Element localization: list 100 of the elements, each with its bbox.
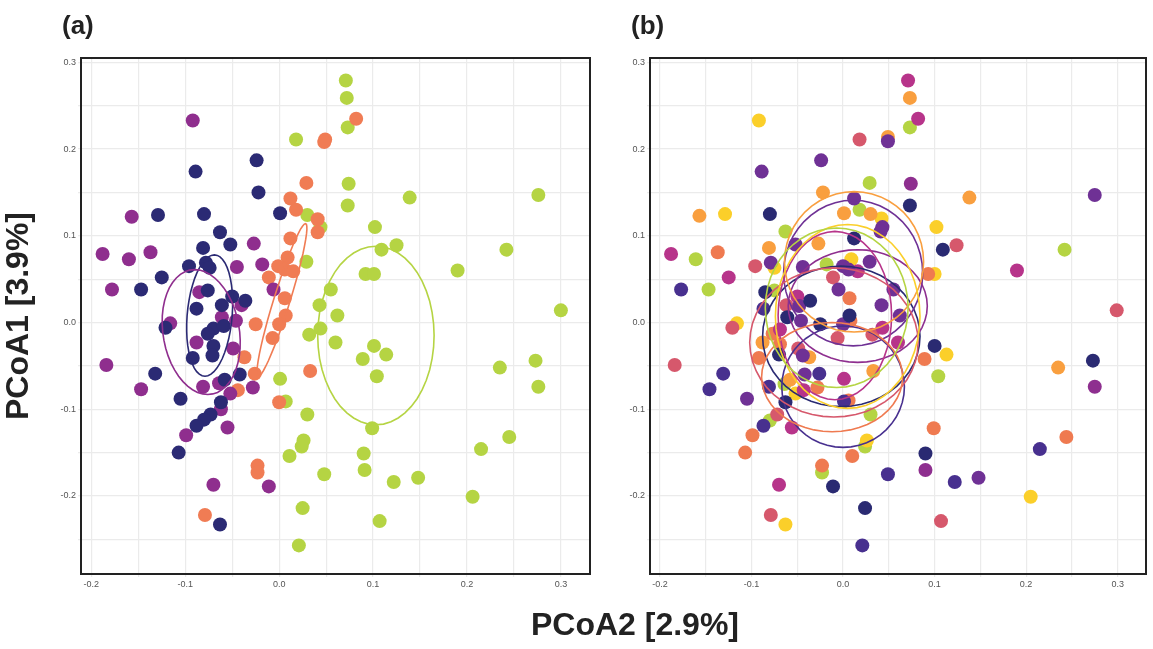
point — [465, 489, 480, 504]
point — [196, 379, 211, 394]
point — [862, 175, 877, 190]
point — [842, 308, 857, 323]
point — [294, 439, 309, 454]
y-tick-label: 0.1 — [632, 230, 645, 241]
point — [748, 259, 763, 274]
point — [189, 335, 204, 350]
point — [367, 338, 381, 353]
point — [99, 358, 114, 372]
point — [283, 191, 298, 206]
point — [450, 263, 465, 278]
point — [852, 132, 867, 147]
point — [939, 347, 954, 362]
point — [962, 190, 977, 205]
point — [303, 364, 318, 379]
y-tick-label: -0.2 — [629, 490, 645, 501]
point — [492, 360, 507, 375]
y-tick-label: 0.0 — [632, 316, 645, 327]
x-tick-label: -0.1 — [743, 578, 760, 589]
point — [778, 224, 793, 239]
point — [934, 514, 949, 529]
x-tick-label: 0.0 — [836, 578, 850, 589]
point — [402, 190, 417, 205]
point — [282, 449, 297, 464]
point — [338, 73, 353, 88]
point — [664, 246, 679, 261]
point — [814, 153, 829, 168]
point — [762, 207, 777, 222]
point — [386, 475, 401, 490]
point — [721, 270, 736, 285]
point — [216, 318, 231, 333]
point — [189, 418, 204, 433]
point — [185, 113, 200, 128]
point — [531, 379, 546, 394]
point — [367, 220, 382, 235]
point — [357, 462, 372, 477]
x-tick-label: 0.1 — [928, 578, 941, 589]
point — [295, 501, 310, 516]
point — [214, 298, 229, 313]
point — [328, 335, 343, 350]
point — [289, 202, 304, 217]
point — [200, 326, 215, 341]
point — [826, 479, 841, 494]
point — [200, 283, 215, 298]
point — [245, 380, 260, 395]
x-axis-title: PCoA2 [2.9%] — [529, 606, 740, 643]
point — [674, 282, 689, 297]
point — [901, 73, 916, 88]
point — [372, 514, 387, 529]
point — [1032, 442, 1047, 457]
point — [917, 351, 932, 366]
point — [531, 188, 546, 203]
point — [795, 348, 810, 363]
point — [751, 113, 766, 128]
point — [831, 282, 846, 297]
point — [148, 366, 163, 381]
point — [688, 252, 703, 267]
point — [134, 382, 149, 397]
point — [339, 90, 354, 105]
point — [947, 475, 962, 490]
point — [310, 212, 325, 227]
point — [340, 198, 355, 213]
point — [949, 238, 964, 253]
point — [499, 242, 514, 257]
point — [143, 245, 158, 260]
point — [197, 508, 212, 523]
point — [95, 246, 110, 261]
point — [837, 371, 852, 386]
point — [154, 270, 169, 285]
point — [667, 358, 682, 372]
point — [863, 207, 878, 222]
point — [261, 479, 276, 494]
point — [710, 245, 725, 260]
point — [902, 90, 917, 105]
point — [842, 291, 857, 306]
point — [1009, 263, 1024, 278]
point — [317, 467, 332, 482]
x-tick-label: 0.0 — [272, 578, 286, 589]
point — [213, 395, 228, 410]
point — [121, 252, 136, 267]
point — [205, 348, 220, 363]
point — [528, 353, 543, 368]
point — [237, 350, 252, 365]
point — [1109, 303, 1124, 318]
point — [289, 132, 304, 147]
chart-title: (b) — [631, 10, 665, 41]
point — [763, 255, 778, 270]
point — [874, 298, 889, 313]
point — [196, 240, 211, 255]
point — [273, 371, 288, 386]
point — [803, 293, 818, 308]
point — [124, 209, 139, 224]
point — [171, 445, 186, 460]
point — [745, 428, 760, 443]
point — [725, 320, 740, 335]
point — [826, 270, 841, 285]
y-tick-label: -0.1 — [629, 403, 645, 414]
point — [1085, 353, 1100, 368]
chart-title: (a) — [62, 10, 94, 41]
